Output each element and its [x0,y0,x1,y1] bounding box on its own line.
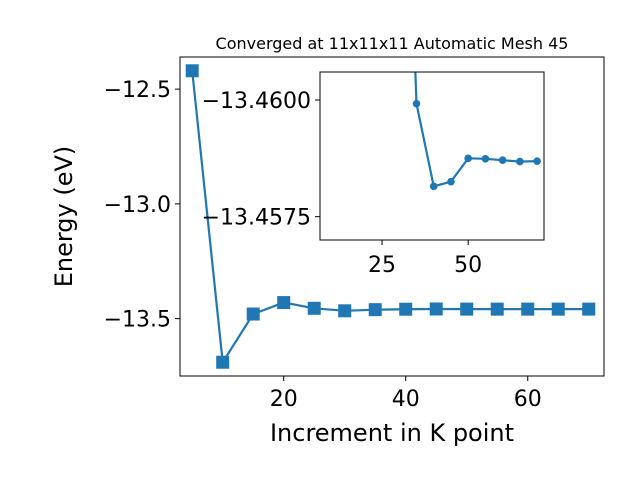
inset-data-point [412,99,421,108]
inset-y-tick-label: −13.4600 [202,89,311,114]
inset-y-ticks: −13.4600 −13.4575 [202,89,320,231]
data-point [368,303,382,317]
inset-series-entry-line [414,72,418,104]
main-series-layer [185,64,596,369]
y-tick-label: −13.0 [104,193,171,218]
x-tick-label: 20 [270,387,298,412]
chart-title: Converged at 11x11x11 Automatic Mesh 45 [216,34,569,53]
inset-y-tick-label: −13.4575 [202,206,311,231]
x-tick-label: 60 [514,387,542,412]
data-point [277,296,291,310]
data-point [399,302,413,316]
x-tick-label: 40 [392,387,420,412]
data-point [551,302,565,316]
data-point [429,302,443,316]
inset-x-ticks: 25 50 [368,240,482,278]
inset-x-tick-label: 25 [368,253,396,278]
main-axes: 20 40 60 −12.5 −13.0 −13.5 Converged at 11x1… [50,34,605,447]
y-tick-label: −13.5 [104,308,171,333]
y-axis-label: Energy (eV) [50,146,78,288]
inset-data-point [464,154,472,163]
inset-data-point [516,157,524,166]
y-tick-label: −12.5 [104,78,171,103]
main-x-ticks: 20 40 60 [270,376,542,412]
inset-data-point [429,182,438,191]
inset-data-point [447,177,455,186]
main-axes-frame [179,56,605,377]
inset-data-point [481,155,490,163]
inset-background [320,72,544,240]
data-point [521,302,535,316]
data-point [460,302,474,316]
x-axis-label: Increment in K point [270,419,514,447]
inset-axes-frame [319,71,545,241]
inset-series-layer [412,72,541,191]
data-point [307,301,321,315]
data-point [582,302,596,316]
inset-x-tick-label: 50 [454,253,482,278]
inset-data-point [498,156,507,164]
data-point [216,355,230,369]
data-point [338,304,352,318]
inset-axes: 25 50 −13.4600 −13.4575 [202,71,545,278]
data-point [185,64,199,78]
data-point [246,307,260,321]
data-point [490,302,504,316]
inset-data-point [533,157,541,165]
main-y-ticks: −12.5 −13.0 −13.5 [104,78,180,333]
